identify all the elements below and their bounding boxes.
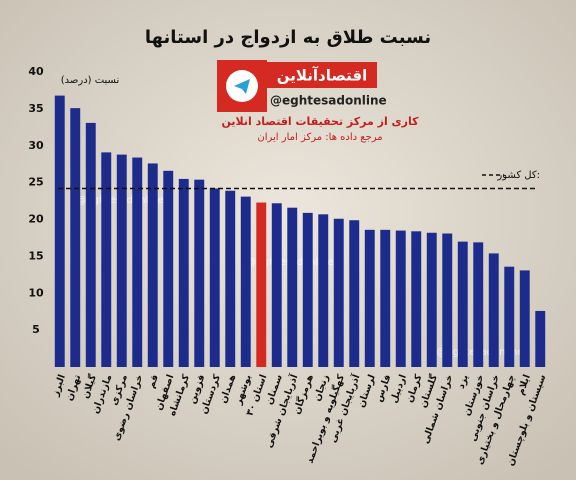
bar [178, 178, 189, 367]
bar [535, 310, 546, 367]
bar [333, 218, 344, 367]
bar [54, 95, 65, 367]
bar [426, 232, 437, 367]
bar [318, 214, 329, 367]
y-tick-label: 40 [28, 65, 44, 78]
logo-glyph [234, 79, 250, 94]
y-axis-label: نسبت (درصد) [61, 75, 120, 86]
y-tick-label: 35 [28, 102, 43, 115]
source: مرجع داده ها: مرکز امار ایران [257, 132, 382, 143]
y-tick-label: 5 [32, 323, 40, 336]
brand-handle: @eghtesadonline [270, 94, 387, 108]
brand-box [267, 62, 377, 88]
bar [411, 231, 422, 367]
chart-title: نسبت طلاق به ازدواج در استانها [145, 27, 431, 48]
y-tick-label: 20 [28, 213, 44, 226]
y-tick-label: 10 [28, 286, 44, 299]
bar [209, 188, 220, 367]
legend-label: کل کشور: [496, 170, 540, 181]
bar [256, 202, 267, 367]
bar [271, 203, 282, 367]
bar [504, 266, 515, 367]
bar [147, 163, 158, 367]
bar [163, 170, 174, 367]
y-tick-label: 25 [28, 176, 43, 189]
bar [287, 207, 298, 367]
x-tick-label: قم [146, 373, 161, 390]
brand-name: اقتصادآنلاین [277, 67, 368, 85]
bar [488, 253, 499, 367]
bar [85, 122, 96, 367]
bar [70, 108, 81, 367]
bar [380, 229, 391, 367]
bar [442, 233, 453, 367]
y-tick-label: 15 [28, 249, 43, 262]
bar [194, 179, 205, 367]
bar [116, 154, 127, 367]
bar [519, 270, 530, 367]
bar [364, 229, 375, 367]
bar [225, 190, 236, 367]
credit: کاری از مرکز تحقیقات اقتصاد انلاین [221, 115, 419, 128]
bar [240, 196, 251, 367]
bar [395, 230, 406, 367]
bar [132, 157, 143, 367]
bar [473, 242, 484, 367]
bar [349, 220, 360, 367]
bar [302, 212, 313, 367]
bar [101, 152, 112, 367]
x-tick-label: یزد [456, 373, 471, 390]
y-tick-label: 30 [28, 139, 44, 152]
bar [457, 241, 468, 367]
